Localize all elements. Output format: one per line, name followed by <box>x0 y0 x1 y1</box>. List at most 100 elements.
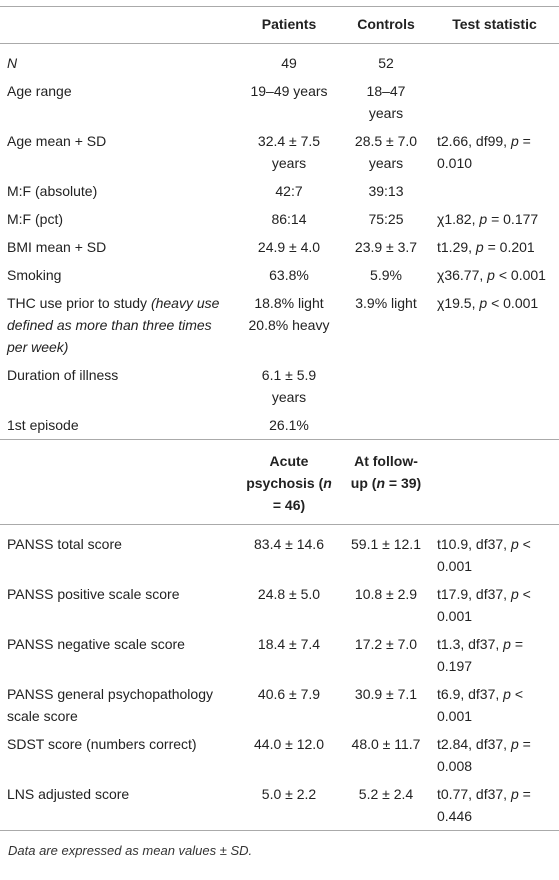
table-cell: t17.9, df37, p < 0.001 <box>430 580 559 630</box>
table-cell: χ36.77, p < 0.001 <box>430 261 559 289</box>
table-cell: 49 <box>281 55 297 71</box>
text-run: = 39) <box>385 475 422 491</box>
text-run: p <box>510 536 519 552</box>
table-row: Duration of illness 6.1 ± 5.9 years <box>0 361 559 411</box>
text-run: = 0.201 <box>483 239 535 255</box>
table-cell <box>430 411 559 440</box>
table-cell: SDST score (numbers correct) <box>7 736 197 752</box>
table-cell <box>430 44 559 78</box>
table-row: PANSS total score 83.4 ± 14.6 59.1 ± 12.1 t… <box>0 525 559 581</box>
table-cell: t2.84, df37, p = 0.008 <box>430 730 559 780</box>
table-row: Age mean + SD 32.4 ± 7.5 years 28.5 ± 7.0 … <box>0 127 559 177</box>
text-run: p <box>503 686 511 702</box>
table-cell: 26.1% <box>269 417 309 433</box>
table-cell: 5.2 ± 2.4 <box>358 786 414 802</box>
header-cell <box>430 439 559 525</box>
text-run: p <box>510 786 519 802</box>
table-cell: χ1.82, p = 0.177 <box>430 205 559 233</box>
text-run: p <box>503 636 511 652</box>
table-cell: 23.9 ± 3.7 <box>354 239 418 255</box>
text-run: t10.9, df37, <box>437 536 511 552</box>
table-cell: 59.1 ± 12.1 <box>351 536 421 552</box>
text-run: t2.84, df37, <box>437 736 511 752</box>
table-cell: χ19.5, p < 0.001 <box>430 289 559 361</box>
text-run: < 0.001 <box>437 586 531 624</box>
text-run: χ1.82, <box>437 211 480 227</box>
table-cell: 18.8% light 20.8% heavy <box>248 295 330 333</box>
text-run: Acute psychosis ( <box>246 453 324 491</box>
table-row: SDST score (numbers correct) 44.0 ± 12.0 4… <box>0 730 559 780</box>
data-table: Patients Controls Test statistic N 49 52 Age r… <box>0 6 559 831</box>
table-row: 1st episode 26.1% <box>0 411 559 440</box>
table-cell: 52 <box>378 55 394 71</box>
text-run: At follow-up ( <box>350 453 418 491</box>
text-run: < 0.001 <box>494 267 546 283</box>
text-run: t0.77, df37, <box>437 786 511 802</box>
text-run: t6.9, df37, <box>437 686 504 702</box>
table-row: M:F (absolute) 42:7 39:13 <box>0 177 559 205</box>
table-cell: Age mean + SD <box>7 133 107 149</box>
table-cell <box>342 411 430 440</box>
header-cell <box>0 6 236 44</box>
table-cell: 28.5 ± 7.0 years <box>354 133 418 171</box>
table-cell: PANSS positive scale score <box>7 586 180 602</box>
table-cell: PANSS negative scale score <box>7 636 185 652</box>
text-run: < 0.001 <box>437 536 531 574</box>
table-cell: Age range <box>7 83 72 99</box>
text-run: p <box>487 267 495 283</box>
table-cell: BMI mean + SD <box>7 239 107 255</box>
header-cell <box>0 439 236 525</box>
header-cell: At follow-up (n = 39) <box>342 439 430 525</box>
table-cell: 24.9 ± 4.0 <box>257 239 321 255</box>
text-run: p <box>510 736 519 752</box>
table-cell: 5.9% <box>370 267 402 283</box>
text-run: (heavy use defined as more than three ti… <box>7 295 220 355</box>
table-cell: t1.29, p = 0.201 <box>430 233 559 261</box>
text-run: p <box>479 211 488 227</box>
text-run: n <box>323 475 332 491</box>
table-row: Smoking 63.8% 5.9% χ36.77, p < 0.001 <box>0 261 559 289</box>
table-cell: 86:14 <box>271 211 307 227</box>
header-cell: Patients <box>236 6 342 44</box>
text-run: THC use prior to study <box>7 295 151 311</box>
text-run: p <box>475 239 484 255</box>
text-run: p <box>510 586 519 602</box>
table-row: Age range 19–49 years 18–47 years <box>0 77 559 127</box>
table-cell: 6.1 ± 5.9 years <box>261 367 317 405</box>
text-run: N <box>7 55 18 71</box>
table-cell <box>430 361 559 411</box>
table-cell: 39:13 <box>368 183 404 199</box>
header-row: Acute psychosis (n = 46) At follow-up (n … <box>0 439 559 525</box>
table-row: THC use prior to study (heavy use define… <box>0 289 559 361</box>
text-run: = 0.177 <box>487 211 539 227</box>
text-run: = 0.197 <box>437 636 524 674</box>
table-cell: 18–47 years <box>366 83 406 121</box>
table-cell: 44.0 ± 12.0 <box>254 736 324 752</box>
page: {"table": { "header": ["Patients", "Cont… <box>0 6 559 880</box>
table-row: N 49 52 <box>0 44 559 78</box>
table-cell: 5.0 ± 2.2 <box>261 786 317 802</box>
table-cell <box>430 177 559 205</box>
table-row: PANSS general psychopathology scale scor… <box>0 680 559 730</box>
text-run: t1.29, <box>437 239 476 255</box>
text-run: p <box>510 133 519 149</box>
table-cell: 3.9% light <box>355 295 417 311</box>
table-cell: 40.6 ± 7.9 <box>257 686 321 702</box>
text-run: < 0.001 <box>487 295 539 311</box>
table-cell: 83.4 ± 14.6 <box>254 536 324 552</box>
text-run: = 0.010 <box>437 133 531 171</box>
table-cell: t6.9, df37, p < 0.001 <box>430 680 559 730</box>
table-cell: M:F (pct) <box>7 211 63 227</box>
text-run: χ19.5, <box>437 295 480 311</box>
text-run: p <box>479 295 488 311</box>
table-cell: PANSS total score <box>7 536 122 552</box>
table-cell: M:F (absolute) <box>7 183 98 199</box>
table-cell: LNS adjusted score <box>7 786 130 802</box>
table-cell: 48.0 ± 11.7 <box>351 736 421 752</box>
footnote: Data are expressed as mean values ± SD. <box>8 843 253 858</box>
table-cell <box>342 361 430 411</box>
table-cell: 18.4 ± 7.4 <box>257 636 321 652</box>
table-cell: THC use prior to study (heavy use define… <box>0 289 236 361</box>
table-cell: Duration of illness <box>7 367 119 383</box>
table-cell: N <box>0 44 236 78</box>
